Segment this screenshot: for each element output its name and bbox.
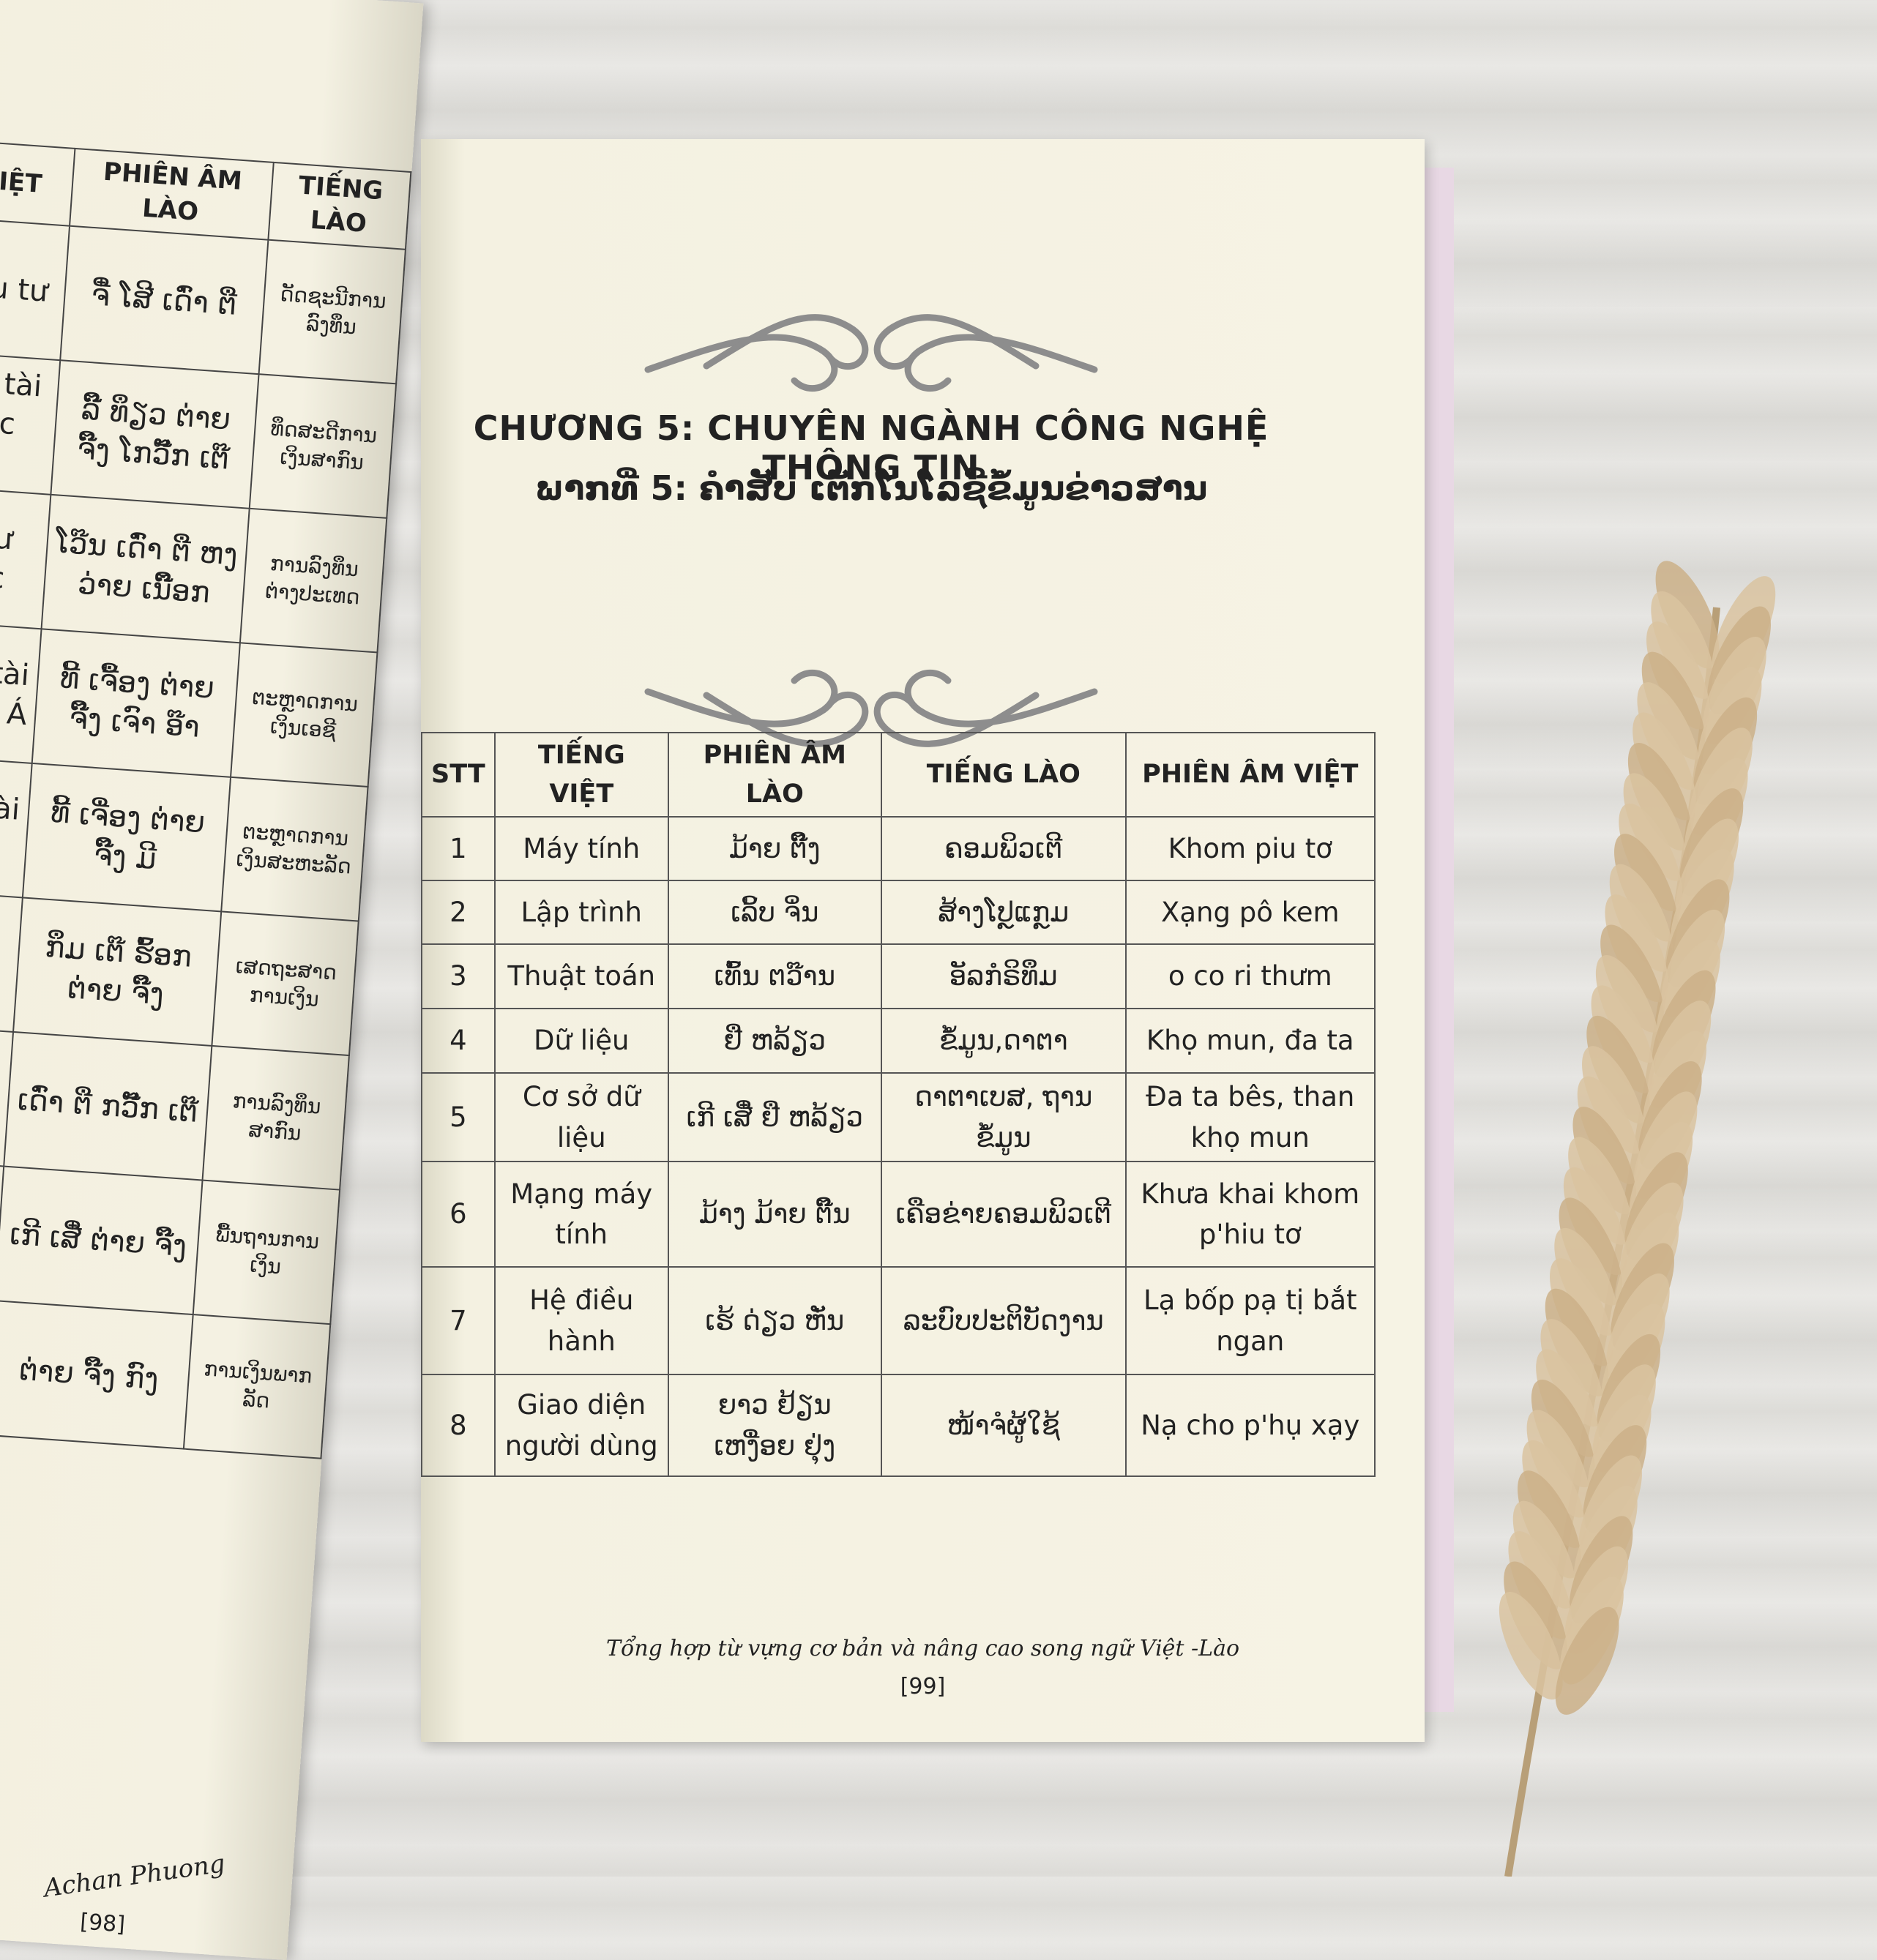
table-cell: ໂວ໊ນ ເດົ່າ ຕື ຫງວ່າຍ ເນື໊ອກ [41, 494, 250, 643]
ornament [904, 669, 1098, 727]
table-row: 8 Giao diện người dùng ຍາວ ຢ້ຽນ ເຫງື່ອຍ ຢຸ… [421, 1374, 1376, 1477]
table-cell: ການລົງທຶນຕ່າງປະເທດ [239, 508, 387, 653]
table-cell: ເດົ່າ ຕື ກວັ໊ກ ເຕ໊ [3, 1031, 212, 1181]
table-cell: ຂໍ້ມູນ,ດາຕາ [880, 1008, 1127, 1074]
header-cell: PHIÊN ÂM LÀO [69, 148, 274, 240]
table-cell: Lạ bốp pạ tị bắt ngan [1124, 1266, 1376, 1375]
header-cell: PHIÊN ÂM LÀO [667, 732, 882, 818]
table-cell: ຄອມພິວເຕີ [880, 816, 1127, 881]
table-cell: ລະບົບປະຕິບັດງານ [880, 1266, 1127, 1375]
ornament [904, 334, 1098, 392]
table-cell: ການເງິນພາກລັດ [183, 1314, 331, 1459]
ornament [644, 669, 838, 727]
table-cell: ກຶມ ເຕ໊ ຮົ້ອກ ຕ່າຍ ຈິ໊ງ [12, 897, 222, 1046]
table-cell: 6 [421, 1161, 496, 1268]
table-cell: ສ້າງໂປຼແກຼມ [880, 880, 1127, 945]
table-cell: 1 [421, 816, 496, 881]
table-cell: ດາຕາເບສ, ຖານຂໍ້ມູນ [880, 1072, 1127, 1162]
header-cell: TIẾNG LÀO [880, 732, 1127, 818]
header-cell: VIỆT [0, 141, 75, 226]
table-cell: Máy tính [493, 816, 669, 881]
header-cell: STT [421, 732, 496, 818]
vocabulary-table: STT TIẾNG VIỆT PHIÊN ÂM LÀO TIẾNG LÀO PHIÊN … [421, 732, 1376, 1477]
table-cell: Khọ mun, đa ta [1124, 1008, 1376, 1074]
table-cell: ທີ້ ເຈື່ອງ ຕ່າຍ ຈິ໊ງ ມີ [22, 763, 231, 912]
header-cell: TIẾNG LÀO [268, 162, 411, 250]
page-edge [1425, 168, 1454, 1712]
table-cell: 7 [421, 1266, 496, 1375]
table-cell: ເກີ ເສີ໋ ຕ່າຍ ຈິ໊ງ [0, 1166, 203, 1314]
table-row: 2 Lập trình ເລິ້ບ ຈິ່ນ ສ້າງໂປຼແກຼມ Xạng pô k… [421, 880, 1376, 945]
table-row: 4 Dữ liệu ຢື ຫລ້ຽວ ຂໍ້ມູນ,ດາຕາ Khọ mun, đa t… [421, 1008, 1376, 1074]
table-cell: ຕະຫຼາດການເງິນສະຫະລັດ [221, 777, 368, 921]
table-header: STT TIẾNG VIỆT PHIÊN ÂM LÀO TIẾNG LÀO PHIÊN … [421, 732, 1376, 818]
author: Achan Phuong [42, 1849, 227, 1904]
table-body: 1 Máy tính ມ້າຍ ຕິ໊ງ ຄອມພິວເຕີ Khom piu tơ 2 L… [421, 816, 1376, 1477]
background-decoration [1499, 561, 1776, 1877]
table-cell: 2 [421, 880, 496, 945]
table-cell: ຍາວ ຢ້ຽນ ເຫງື່ອຍ ຢຸ່ງ [667, 1374, 882, 1477]
table-cell: ຕະຫຼາດການເງິນເອຊີ [231, 643, 378, 787]
table-cell: Giao diện người dùng [493, 1374, 669, 1477]
table-cell: ເສດຖະສາດການເງິນ [212, 911, 359, 1055]
table-cell: Lập trình [493, 880, 669, 945]
table-cell: ດັດຊະນີການລົງທຶນ [258, 239, 406, 384]
table-cell: ຈີ໋ ໂສີ ເດົ່າ ຕື [59, 225, 269, 374]
table-cell: ທີ້ ເຈື້ອງ ຕ່າຍ ຈິ໊ງ ເຈົາ ອ໊າ [31, 629, 240, 777]
table-cell: ầu tư [0, 218, 70, 360]
ornaments [644, 314, 1098, 747]
page-number: [99] [900, 1674, 946, 1699]
table-cell: ມ້າງ ມ້າຍ ຕິ໊ນ [667, 1161, 882, 1268]
table-cell: Nạ cho p'hụ xạy [1124, 1374, 1376, 1477]
table-cell: ຕ່າຍ ຈິ໊ງ ກົງ [0, 1300, 193, 1449]
table-cell: ມ້າຍ ຕິ໊ງ [667, 816, 882, 881]
table-cell: Thuật toán [493, 943, 669, 1009]
table-cell: ຢື ຫລ້ຽວ [667, 1008, 882, 1074]
table-cell: ເທົ້ນ ຕວ໊ານ [667, 943, 882, 1009]
table-cell: ເກີ ເສີ໋ ຢື ຫລ້ຽວ [667, 1072, 882, 1162]
table-row: 1 Máy tính ມ້າຍ ຕິ໊ງ ຄອມພິວເຕີ Khom piu tơ [421, 816, 1376, 881]
header-cell: TIẾNG VIỆT [493, 732, 669, 818]
table-cell: ອັລກໍຣິທຶມ [880, 943, 1127, 1009]
table-cell: ລີ໊ ທຶຽວ ຕ່າຍ ຈິ໊ງ ໂກວັ໊ກ ເຕ໊ [50, 359, 259, 509]
ornament [873, 314, 1040, 370]
table-cell: ết tài uốc tế [0, 353, 60, 495]
table-cell: 5 [421, 1072, 496, 1162]
ornament [703, 314, 869, 370]
table-cell: Dữ liệu [493, 1008, 669, 1074]
table-cell: Khom piu tơ [1124, 816, 1376, 881]
table-cell: Xạng pô kem [1124, 880, 1376, 945]
chapter-title: CHƯƠNG 5: CHUYÊN NGÀNH CÔNG NGHỆ THÔNG T… [473, 408, 1269, 487]
header-cell: PHIÊN ÂM VIỆT [1124, 732, 1376, 818]
table-cell: Khưa khai khom p'hiu tơ [1124, 1161, 1376, 1268]
table-cell: ການລົງທຶນສາກົນ [202, 1045, 349, 1190]
right-page: CHƯƠNG 5: CHUYÊN NGÀNH CÔNG NGHỆ THÔNG T… [421, 139, 1425, 1742]
footer: Tổng hợp từ vựng cơ bản và nâng cao song… [605, 1636, 1240, 1661]
table-row: 7 Hệ điều hành ເຮ້ ດ່ຽວ ຫັ່ນ ລະບົບປະຕິບັດງາ… [421, 1266, 1376, 1375]
table-cell: Đa ta bês, than khọ mun [1124, 1072, 1376, 1162]
page-number: [98] [79, 1909, 127, 1938]
table-cell: 8 [421, 1374, 496, 1477]
table-cell: ໜ້າຈໍຜູ້ໃຊ້ [880, 1374, 1127, 1477]
chapter-subtitle: ພາກທີ່ 5: ຄຳສັບ ເຕັກໂນໂລຊີຂໍ້ມູນຂ່າວສານ [534, 468, 1208, 508]
table-cell: ພື້ນຖານການເງິນ [193, 1180, 340, 1324]
table-cell: Mạng máy tính [493, 1161, 669, 1268]
table-cell: ເຄືອຂ່າຍຄອມພິວເຕີ [880, 1161, 1127, 1268]
table-cell: 4 [421, 1008, 496, 1074]
table-cell: Hệ điều hành [493, 1266, 669, 1375]
table-row: 3 Thuật toán ເທົ້ນ ຕວ໊ານ ອັລກໍຣິທຶມ o co ri … [421, 943, 1376, 1009]
table-row: 6 Mạng máy tính ມ້າງ ມ້າຍ ຕິ໊ນ ເຄືອຂ່າຍຄອມພ… [421, 1161, 1376, 1268]
ornament [644, 334, 838, 392]
table-cell: ເຮ້ ດ່ຽວ ຫັ່ນ [667, 1266, 882, 1375]
table-cell: 3 [421, 943, 496, 1009]
pampas-tuft [1499, 1591, 1563, 1700]
table-cell: o co ri thưm [1124, 943, 1376, 1009]
table-cell: ທຶດສະດີການເງິນສາກົນ [249, 373, 397, 518]
pampas-grass [1499, 561, 1776, 1877]
pampas-tuft [1555, 1606, 1619, 1715]
table-cell: ເລິ້ບ ຈິ່ນ [667, 880, 882, 945]
table-cell: Cơ sở dữ liệu [493, 1072, 669, 1162]
table-row: 5 Cơ sở dữ liệu ເກີ ເສີ໋ ຢື ຫລ້ຽວ ດາຕາເບສ, … [421, 1072, 1376, 1162]
